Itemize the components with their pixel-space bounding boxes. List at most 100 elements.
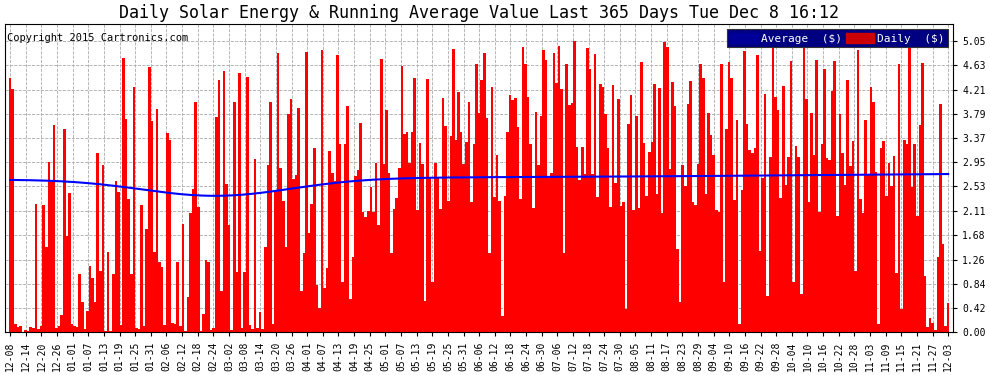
Bar — [261, 328, 264, 332]
Bar — [488, 253, 491, 332]
Bar — [908, 48, 911, 332]
Bar — [787, 157, 790, 332]
Bar — [568, 105, 570, 332]
Bar — [687, 104, 689, 332]
Bar — [334, 181, 337, 332]
Bar — [472, 144, 475, 332]
Bar — [429, 178, 432, 332]
Bar — [483, 53, 485, 332]
Bar — [862, 213, 864, 332]
Bar — [213, 327, 215, 332]
Bar — [440, 209, 442, 332]
Bar — [702, 78, 705, 332]
Bar — [739, 324, 741, 332]
Bar — [774, 96, 777, 332]
Bar — [591, 174, 594, 332]
Bar — [372, 212, 375, 332]
Bar — [480, 80, 483, 332]
Bar — [864, 120, 867, 332]
Bar — [133, 87, 135, 332]
Bar — [851, 141, 854, 332]
Bar — [741, 190, 743, 332]
Bar — [78, 274, 81, 332]
Bar — [944, 326, 946, 332]
Bar — [769, 157, 771, 332]
Bar — [68, 194, 70, 332]
Bar — [645, 196, 647, 332]
Bar — [233, 102, 236, 332]
Bar — [898, 64, 901, 332]
Bar — [530, 144, 532, 332]
Bar — [885, 196, 888, 332]
Bar — [715, 210, 718, 332]
Bar — [540, 116, 543, 332]
Bar — [375, 163, 377, 332]
Bar — [292, 179, 295, 332]
Bar — [194, 102, 197, 332]
Bar — [349, 299, 351, 332]
Bar — [25, 330, 27, 332]
Bar — [563, 254, 565, 332]
Bar — [496, 154, 499, 332]
Bar — [406, 132, 408, 332]
Bar — [86, 310, 89, 332]
Bar — [671, 82, 674, 332]
Bar — [937, 257, 940, 332]
Bar — [236, 272, 239, 332]
Bar — [758, 251, 761, 332]
Bar — [300, 291, 303, 332]
Bar — [522, 47, 525, 332]
Bar — [573, 41, 576, 332]
Bar — [342, 282, 344, 332]
Bar — [604, 114, 607, 332]
Bar — [290, 99, 292, 332]
Bar — [369, 187, 372, 332]
Bar — [362, 212, 364, 332]
Bar — [171, 323, 174, 332]
Bar — [527, 97, 530, 332]
Bar — [816, 60, 818, 332]
Bar — [940, 104, 941, 332]
Bar — [872, 102, 875, 332]
Bar — [239, 74, 241, 332]
Bar — [916, 216, 919, 332]
Bar — [550, 173, 552, 332]
Bar — [697, 164, 700, 332]
Bar — [628, 124, 630, 332]
Bar — [674, 106, 676, 332]
Title: Daily Solar Energy & Running Average Value Last 365 Days Tue Dec 8 16:12: Daily Solar Energy & Running Average Val… — [119, 4, 840, 22]
Bar — [89, 266, 91, 332]
Bar — [803, 42, 805, 332]
Bar — [228, 225, 231, 332]
Bar — [168, 140, 171, 332]
Bar — [377, 225, 380, 332]
Bar — [382, 164, 385, 332]
Bar — [81, 302, 83, 332]
Bar — [525, 64, 527, 332]
Bar — [264, 247, 266, 332]
Bar — [903, 140, 906, 332]
Bar — [14, 324, 17, 332]
Bar — [668, 169, 671, 332]
Bar — [403, 134, 406, 332]
Bar — [726, 129, 728, 332]
Bar — [823, 69, 826, 332]
Bar — [356, 170, 359, 332]
Bar — [633, 210, 635, 332]
Bar — [748, 150, 751, 332]
Bar — [385, 110, 388, 332]
Bar — [856, 50, 859, 332]
Bar — [565, 64, 568, 332]
Bar — [130, 274, 133, 332]
Bar — [478, 113, 480, 332]
Bar — [607, 148, 609, 332]
Bar — [202, 314, 205, 332]
Bar — [150, 121, 153, 332]
Bar — [117, 192, 120, 332]
Bar — [818, 212, 821, 332]
Bar — [941, 244, 944, 332]
Bar — [339, 144, 342, 332]
Bar — [653, 84, 655, 332]
Bar — [854, 271, 856, 332]
Bar — [248, 326, 251, 332]
